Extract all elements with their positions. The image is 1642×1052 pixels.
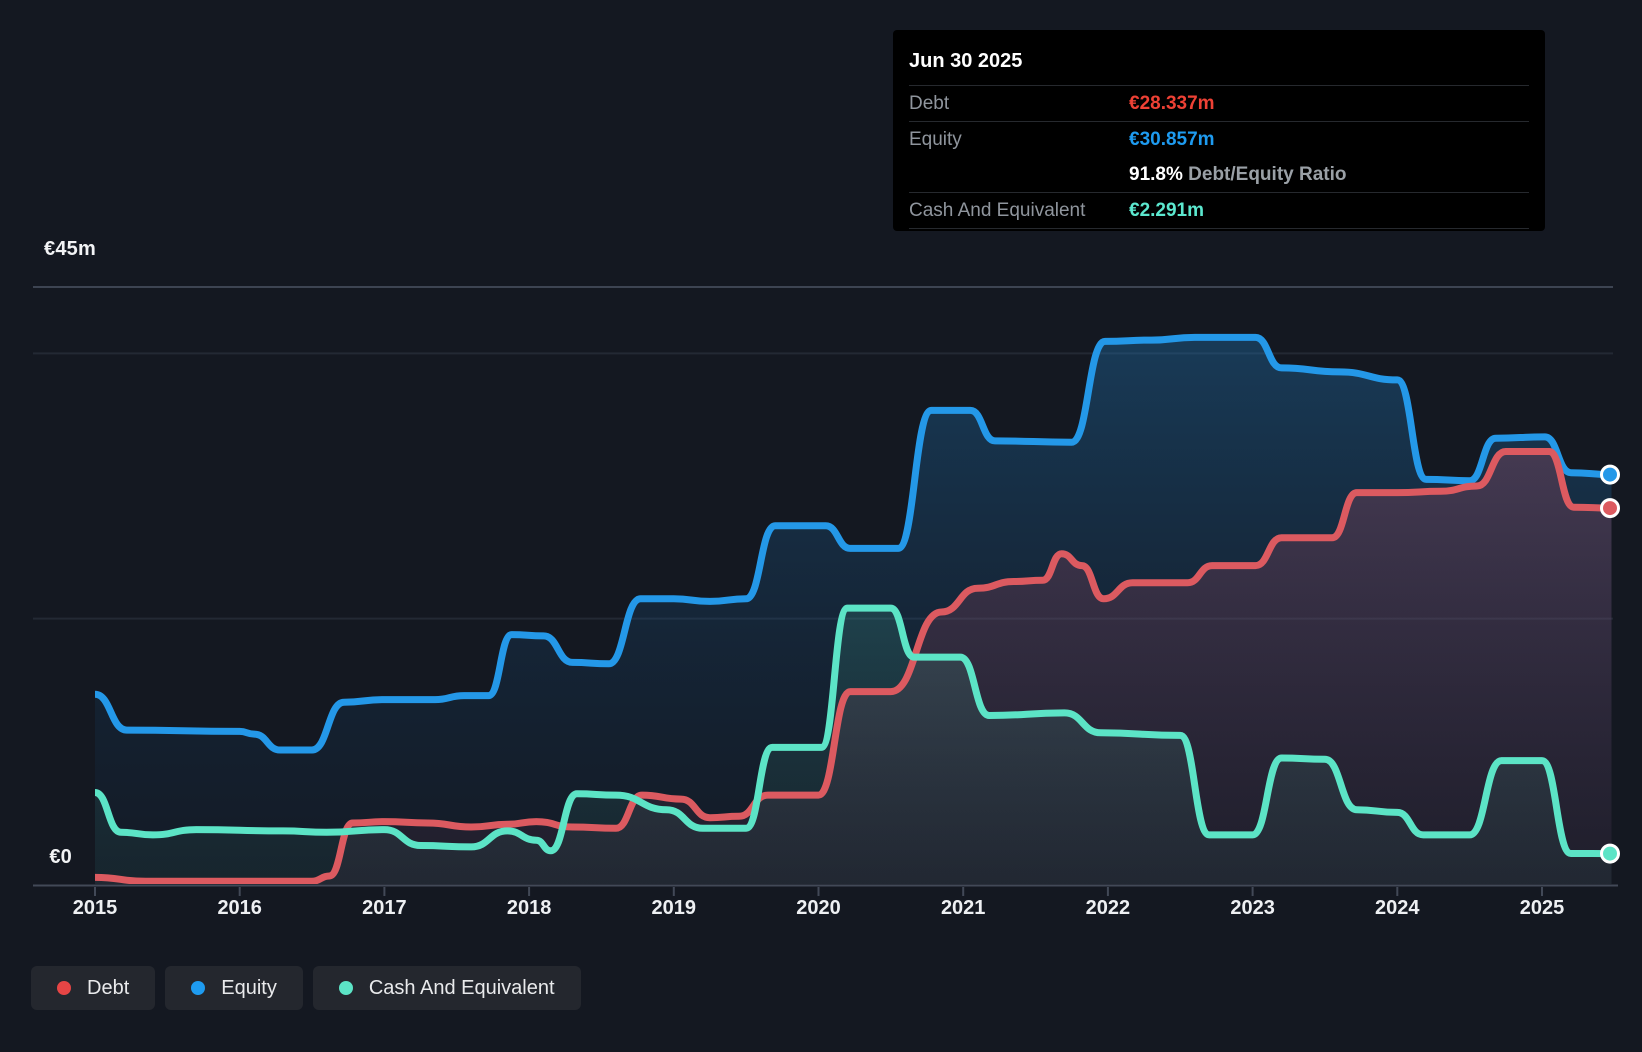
tooltip-row-ratio: 91.8% Debt/Equity Ratio [909, 157, 1529, 192]
legend-item-debt[interactable]: Debt [31, 966, 156, 1010]
tooltip-debt-value: €28.337m [1129, 92, 1215, 114]
x-axis-label-2017: 2017 [362, 897, 407, 919]
tooltip-ratio-label: Debt/Equity Ratio [1188, 163, 1347, 185]
x-axis-label-2015: 2015 [72, 897, 118, 919]
x-axis-label-2018: 2018 [506, 897, 552, 919]
legend: Debt Equity Cash And Equivalent [31, 966, 581, 1010]
tooltip-cash-label: Cash And Equivalent [909, 199, 1086, 221]
x-axis-label-2025: 2025 [1519, 897, 1565, 919]
legend-cash-label: Cash And Equivalent [368, 976, 555, 999]
tooltip-debt-label: Debt [909, 92, 950, 114]
y-axis-zero-label: €0 [49, 846, 72, 868]
tooltip-ratio-value: 91.8% [1129, 163, 1183, 185]
tooltip-card: Jun 30 2025 Debt €28.337m Equity €30.857… [893, 30, 1545, 231]
tooltip-row-debt: Debt €28.337m [909, 85, 1529, 121]
x-axis-label-2022: 2022 [1085, 897, 1131, 919]
x-axis-label-2023: 2023 [1230, 897, 1275, 919]
tooltip-row-equity: Equity €30.857m [909, 121, 1529, 157]
x-axis-label-2021: 2021 [940, 897, 986, 919]
legend-item-equity[interactable]: Equity [165, 966, 303, 1010]
legend-equity-label: Equity [221, 976, 277, 999]
legend-debt-label: Debt [87, 976, 130, 999]
tooltip-equity-value: €30.857m [1129, 128, 1215, 150]
tooltip-date: Jun 30 2025 [909, 50, 1023, 72]
x-axis-label-2019: 2019 [651, 897, 697, 919]
x-axis-label-2020: 2020 [796, 897, 841, 919]
tooltip-row-cash: Cash And Equivalent €2.291m [909, 192, 1529, 229]
cash-swatch-icon [338, 981, 353, 995]
x-axis-label-2016: 2016 [217, 897, 262, 919]
debt-swatch-icon [57, 981, 71, 995]
equity-swatch-icon [191, 981, 206, 995]
legend-item-cash[interactable]: Cash And Equivalent [312, 966, 581, 1010]
y-axis-max-label: €45m [44, 238, 96, 260]
x-axis-label-2024: 2024 [1375, 897, 1420, 919]
tooltip-cash-value: €2.291m [1129, 199, 1205, 221]
tooltip-equity-label: Equity [909, 128, 962, 150]
